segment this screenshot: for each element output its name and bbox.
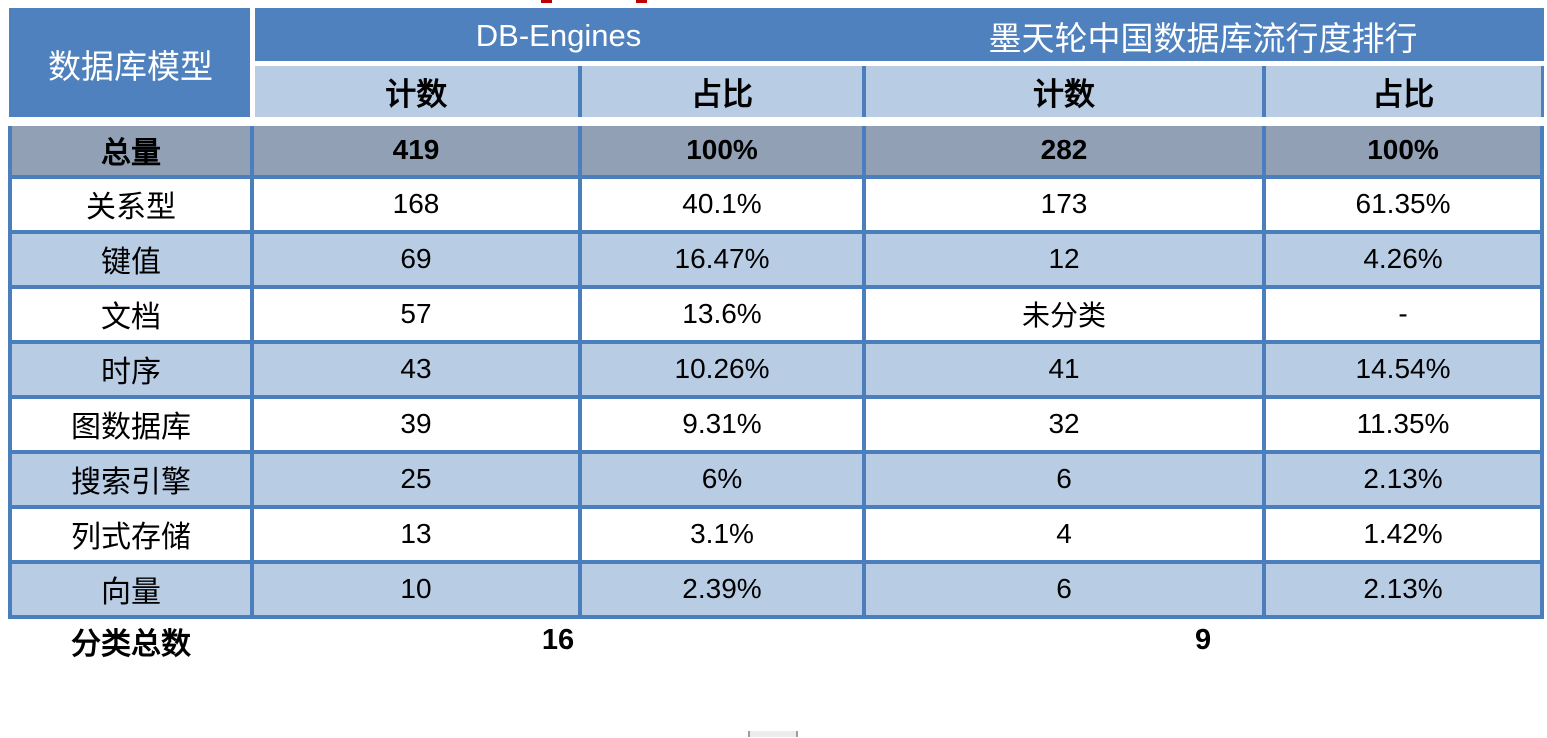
db-engines-share-cell: 9.31% — [577, 394, 867, 454]
database-model-comparison-table: 数据库模型 DB-Engines 墨天轮中国数据库流行度排行 计数 占比 计数 … — [8, 8, 1545, 663]
modb-share-cell: 4.26% — [1262, 229, 1545, 289]
db-engines-count-cell: 57 — [250, 284, 582, 344]
row-label: 搜索引擎 — [8, 449, 254, 509]
db-engines-count-cell: 69 — [250, 229, 582, 289]
subheader-db-count: 计数 — [249, 61, 582, 126]
db-engines-share-cell: 16.47% — [577, 229, 867, 289]
column-group-modb-ranking: 墨天轮中国数据库流行度排行 — [864, 8, 1544, 66]
modb-count-cell: 173 — [862, 174, 1267, 234]
row-label: 键值 — [8, 229, 254, 289]
footer-row-label: 分类总数 — [10, 616, 252, 663]
table-row: 向量 10 2.39% 6 2.13% — [8, 559, 1545, 619]
row-label: 总量 — [8, 119, 254, 179]
db-engines-share-cell: 2.39% — [577, 559, 867, 619]
table-header: 数据库模型 DB-Engines 墨天轮中国数据库流行度排行 计数 占比 计数 … — [8, 8, 1544, 126]
row-label: 时序 — [8, 339, 254, 399]
db-engines-share-cell: 13.6% — [577, 284, 867, 344]
row-label: 列式存储 — [8, 504, 254, 564]
table-row: 图数据库 39 9.31% 32 11.35% — [8, 394, 1545, 454]
row-label: 向量 — [8, 559, 254, 619]
table-body: 总量 419 100% 282 100% 关系型 168 40.1% 173 6… — [8, 119, 1545, 619]
db-engines-count-cell: 25 — [250, 449, 582, 509]
subheader-modb-count: 计数 — [862, 61, 1267, 126]
db-engines-count-cell: 419 — [250, 119, 582, 179]
modb-count-cell: 12 — [862, 229, 1267, 289]
cropped-red-text-fragment — [636, 0, 647, 3]
cropped-red-text-fragment — [541, 0, 552, 3]
table-row: 关系型 168 40.1% 173 61.35% — [8, 174, 1545, 234]
modb-share-cell: 1.42% — [1262, 504, 1545, 564]
modb-count-cell: 282 — [862, 119, 1267, 179]
db-engines-count-cell: 13 — [250, 504, 582, 564]
modb-share-cell: 2.13% — [1262, 559, 1545, 619]
modb-count-cell: 4 — [862, 504, 1267, 564]
modb-count-cell: 32 — [862, 394, 1267, 454]
db-engines-count-cell: 43 — [250, 339, 582, 399]
table-row: 文档 57 13.6% 未分类 - — [8, 284, 1545, 344]
db-engines-share-cell: 10.26% — [577, 339, 867, 399]
modb-share-cell: 14.54% — [1262, 339, 1545, 399]
row-header-cell: 数据库模型 — [8, 8, 255, 126]
modb-share-cell: 61.35% — [1262, 174, 1545, 234]
subheader-db-share: 占比 — [577, 61, 867, 126]
modb-share-cell: 2.13% — [1262, 449, 1545, 509]
db-engines-share-cell: 40.1% — [577, 174, 867, 234]
row-label: 图数据库 — [8, 394, 254, 454]
modb-share-cell: 11.35% — [1262, 394, 1545, 454]
row-label: 文档 — [8, 284, 254, 344]
db-engines-share-cell: 6% — [577, 449, 867, 509]
table-footer: 分类总数 16 9 — [10, 616, 1543, 663]
table-row: 搜索引擎 25 6% 6 2.13% — [8, 449, 1545, 509]
db-engines-count-cell: 39 — [250, 394, 582, 454]
modb-share-cell: 100% — [1262, 119, 1545, 179]
modb-count-cell: 6 — [862, 449, 1267, 509]
table-row: 列式存储 13 3.1% 4 1.42% — [8, 504, 1545, 564]
row-label: 关系型 — [8, 174, 254, 234]
db-engines-share-cell: 3.1% — [577, 504, 867, 564]
modb-category-total: 9 — [864, 616, 1543, 663]
table-row: 时序 43 10.26% 41 14.54% — [8, 339, 1545, 399]
modb-count-cell: 未分类 — [862, 284, 1267, 344]
column-group-db-engines: DB-Engines — [252, 8, 866, 66]
db-engines-count-cell: 168 — [250, 174, 582, 234]
total-row: 总量 419 100% 282 100% — [8, 119, 1545, 179]
db-engines-count-cell: 10 — [250, 559, 582, 619]
subheader-modb-share: 占比 — [1262, 61, 1544, 126]
scrollbar-fragment — [748, 731, 798, 737]
modb-count-cell: 41 — [862, 339, 1267, 399]
modb-count-cell: 6 — [862, 559, 1267, 619]
table-row: 键值 69 16.47% 12 4.26% — [8, 229, 1545, 289]
db-engines-share-cell: 100% — [577, 119, 867, 179]
modb-share-cell: - — [1262, 284, 1545, 344]
category-total-row: 分类总数 16 9 — [10, 616, 1543, 663]
db-engines-category-total: 16 — [252, 616, 865, 663]
